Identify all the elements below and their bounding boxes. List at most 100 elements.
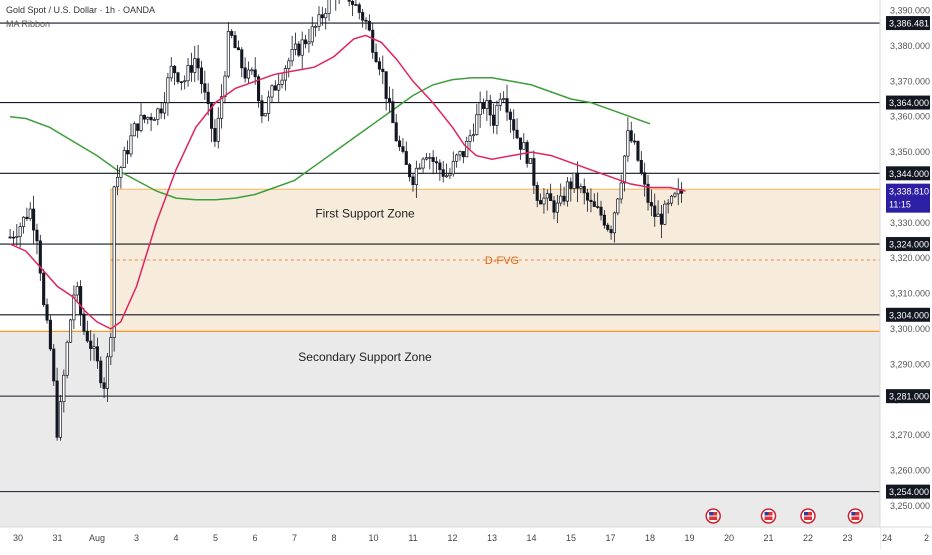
candle-body	[518, 137, 522, 150]
candle	[347, 0, 351, 7]
candle-body	[273, 85, 277, 91]
candle-body	[639, 159, 643, 174]
candle-body	[502, 98, 506, 100]
current-price-label: 3,338.810	[889, 187, 929, 197]
candle-body	[445, 175, 449, 178]
symbol-title: Gold Spot / U.S. Dollar · 1h · OANDA	[6, 5, 156, 15]
candle	[354, 0, 358, 6]
candle-body	[565, 181, 569, 202]
candle	[159, 102, 163, 119]
candle	[616, 197, 620, 216]
candle-body	[492, 114, 496, 126]
candle	[246, 61, 251, 84]
candle-body	[424, 157, 428, 160]
candle-body	[8, 236, 12, 239]
candle	[213, 119, 217, 147]
x-tick-label: 23	[842, 533, 852, 543]
candle	[42, 269, 46, 308]
candle-body	[505, 98, 509, 113]
level-tag-bg	[886, 389, 930, 404]
candle	[398, 135, 402, 151]
candle-body	[562, 195, 566, 202]
candle-body	[75, 286, 79, 296]
candle	[99, 356, 103, 388]
candle	[649, 189, 653, 217]
candle-body	[622, 155, 627, 184]
level-tag-label: 3,386.481	[889, 19, 929, 29]
candle	[592, 193, 596, 208]
candle-body	[545, 193, 549, 199]
candle-body	[183, 80, 187, 83]
candle	[428, 153, 432, 170]
candle	[394, 114, 398, 142]
candle-body	[65, 341, 69, 376]
candle	[602, 210, 606, 229]
candle-body	[206, 91, 210, 104]
candle	[152, 117, 157, 121]
candle-body	[579, 186, 583, 189]
candle	[105, 353, 110, 402]
time-axis: 30 31 Aug 3 4 5 6 7 8 10 11 12 13 14 15 17 18 19 20 21 22 23 2…	[0, 526, 932, 550]
candle	[112, 185, 116, 352]
level-tag-label: 3,364.000	[889, 98, 929, 108]
candle	[297, 41, 301, 58]
candle-body	[233, 35, 237, 49]
candle-body	[79, 286, 83, 315]
price-axis-bg	[880, 0, 932, 550]
candle	[169, 57, 173, 82]
candle-body	[293, 43, 298, 50]
candle-body	[455, 154, 459, 162]
candle-body	[384, 71, 388, 99]
candle-body	[139, 114, 143, 131]
candle	[230, 29, 234, 39]
candle-body	[263, 112, 267, 117]
candle-body	[257, 76, 261, 102]
y-tick-label: 3,390.000	[890, 6, 930, 16]
candle-body	[401, 146, 405, 152]
candle	[314, 24, 318, 37]
candle-body	[478, 102, 482, 116]
level-tag-bg	[886, 16, 930, 31]
candle-body	[495, 105, 499, 126]
candle-body	[68, 319, 73, 343]
candle-body	[250, 69, 254, 72]
candle-body	[468, 135, 472, 142]
y-tick-label: 3,360.000	[890, 112, 930, 122]
candle-body	[535, 185, 539, 201]
candle-body	[236, 47, 240, 51]
candle-body	[72, 294, 76, 321]
candle	[424, 153, 428, 161]
candle	[666, 199, 670, 214]
x-tick-label: 21	[763, 533, 773, 543]
candle	[324, 7, 328, 30]
candle	[612, 211, 617, 243]
candle	[596, 192, 600, 209]
candle-body	[633, 140, 637, 143]
x-tick-label: 4	[173, 533, 178, 543]
candle-body	[673, 193, 677, 197]
candle-body	[196, 58, 200, 69]
candle-body	[586, 192, 590, 201]
candle-body	[52, 348, 56, 382]
candle	[549, 183, 553, 202]
candle-body	[465, 140, 469, 158]
candle-body	[347, 0, 351, 2]
candle-body	[431, 157, 435, 162]
candle-body	[532, 158, 536, 186]
candle	[250, 67, 254, 75]
candle	[572, 172, 576, 193]
candle	[438, 159, 442, 181]
candle	[293, 32, 298, 56]
candle	[643, 162, 647, 197]
y-tick-label: 3,250.000	[890, 501, 930, 511]
level-price-tag: 3,254.000	[886, 484, 930, 499]
candle-body	[314, 25, 318, 28]
candle	[109, 332, 113, 366]
candle	[223, 70, 227, 104]
candle	[471, 123, 475, 142]
current-price-bg	[886, 183, 930, 213]
candle-body	[119, 167, 123, 178]
x-tick-label: 12	[447, 533, 457, 543]
